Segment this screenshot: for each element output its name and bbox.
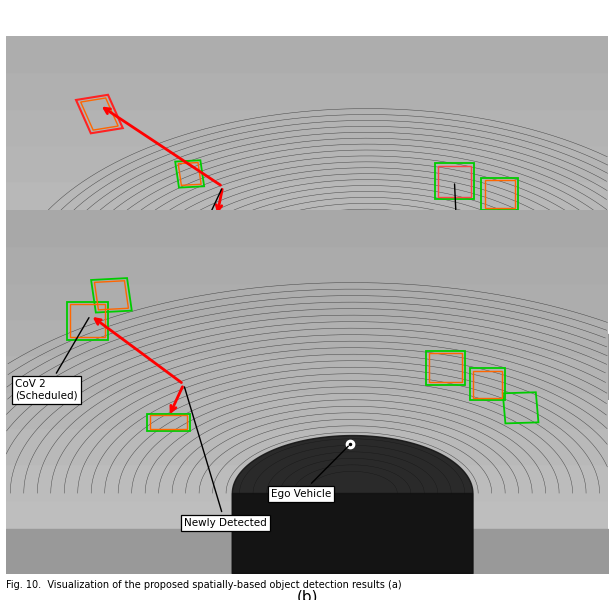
Bar [6,319,608,355]
Bar [6,362,608,399]
Bar [6,72,608,109]
Text: Fig. 10.  Visualization of the proposed spatially-based object detection results: Fig. 10. Visualization of the proposed s… [6,580,402,590]
Bar [6,536,608,573]
Bar [6,145,608,181]
Text: CoV 1
(Scheduled): CoV 1 (Scheduled) [427,184,490,281]
Bar [6,217,608,254]
Text: Missed Targets: Missed Targets [147,189,225,271]
Bar [6,283,608,319]
Text: Ego Vehicle: Ego Vehicle [283,239,363,292]
Bar [6,464,608,500]
Bar [6,181,608,217]
Bar [6,210,608,246]
Bar [6,254,608,290]
Text: Ego Vehicle: Ego Vehicle [271,446,348,499]
Bar [6,428,608,464]
Bar [6,246,608,283]
Bar [6,290,608,326]
Text: CoV 2
(Scheduled): CoV 2 (Scheduled) [15,317,89,401]
Bar [6,326,608,362]
Bar [6,355,608,391]
Bar [6,391,608,428]
Bar [6,36,608,72]
Text: (a): (a) [297,415,317,430]
Text: (b): (b) [296,589,318,600]
Bar [6,500,608,536]
Bar [6,109,608,145]
Text: Newly Detected: Newly Detected [184,387,266,528]
